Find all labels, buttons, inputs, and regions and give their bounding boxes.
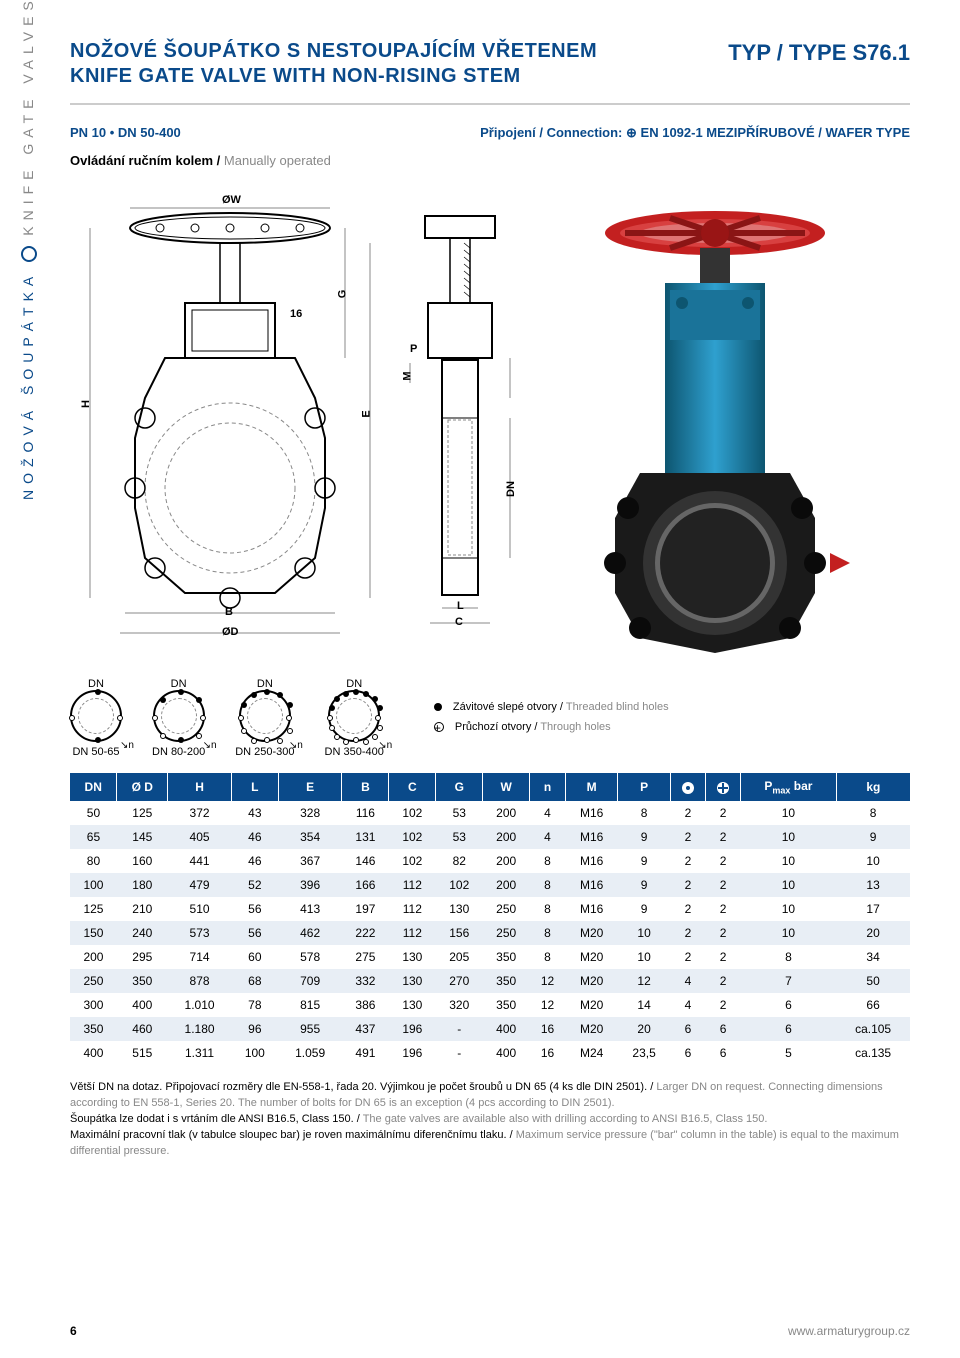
footer-url: www.armaturygroup.cz [788, 1324, 910, 1338]
dim-c: C [455, 616, 463, 628]
table-row: 6514540546354131102532004M16922109 [70, 825, 910, 849]
dim-g: G [336, 290, 348, 299]
swirl-icon [21, 246, 37, 262]
dim-m: M [402, 371, 414, 380]
flange-4: DN ↘n DN 350-400 [325, 678, 384, 758]
notes-block: Větší DN na dotaz. Připojovací rozměry d… [70, 1080, 910, 1160]
title-type: TYP / TYPE S76.1 [728, 40, 910, 66]
dim-16: 16 [290, 308, 302, 320]
col-pmax: Pmax bar [741, 773, 837, 801]
dim-b: B [225, 606, 233, 618]
footer: 6 www.armaturygroup.cz [70, 1324, 910, 1338]
table-header-row: DN Ø D H L E B C G W n M P Pmax bar kg [70, 773, 910, 801]
flange-3: DN ↘n DN 250-300 [235, 678, 294, 758]
dim-od: ØD [222, 626, 239, 638]
technical-drawing: ØW H G 16 E B ØD M P DN L C [70, 198, 550, 658]
dim-p: P [410, 343, 417, 355]
dimensions-table: DN Ø D H L E B C G W n M P Pmax bar kg 5… [70, 773, 910, 1065]
title-en: KNIFE GATE VALVE WITH NON-RISING STEM [70, 65, 597, 88]
sidebar-vertical-label: NOŽOVÁ ŠOUPÁTKA KNIFE GATE VALVES [20, 0, 37, 500]
title-cz: NOŽOVÉ ŠOUPÁTKO S NESTOUPAJÍCÍM VŘETENEM [70, 40, 597, 63]
product-photo [570, 198, 860, 658]
dim-ow: ØW [222, 194, 241, 206]
table-row: 2503508786870933213027035012M201242750 [70, 969, 910, 993]
table-row: 8016044146367146102822008M169221010 [70, 849, 910, 873]
filled-dot-icon [434, 703, 442, 711]
connection-value: EN 1092-1 MEZIPŘÍRUBOVÉ / WAFER TYPE [641, 125, 910, 140]
table-row: 5012537243328116102532004M16822108 [70, 801, 910, 825]
flange-1: DN ↘n DN 50-65 [70, 678, 122, 758]
table-row: 3504601.18096955437196-40016M2020666ca.1… [70, 1017, 910, 1041]
table-row: 150240573564622221121562508M2010221020 [70, 921, 910, 945]
diagram-area: ØW H G 16 E B ØD M P DN L C [70, 188, 910, 658]
table-row: 125210510564131971121302508M169221017 [70, 897, 910, 921]
legend-holes: Závitové slepé otvory / Threaded blind h… [434, 698, 669, 738]
title-row: NOŽOVÉ ŠOUPÁTKO S NESTOUPAJÍCÍM VŘETENEM… [70, 40, 910, 105]
dim-dn: DN [505, 481, 517, 497]
col-blind-icon [670, 773, 705, 801]
spec-row: PN 10 • DN 50-400 Připojení / Connection… [70, 125, 910, 141]
pn-dn-label: PN 10 • DN 50-400 [70, 125, 181, 141]
dim-h: H [80, 400, 92, 408]
table-row: 200295714605782751302053508M201022834 [70, 945, 910, 969]
dim-e: E [361, 410, 373, 417]
connection-label: Připojení / Connection: [480, 125, 622, 140]
col-through-icon [706, 773, 741, 801]
operated-row: Ovládání ručním kolem / Manually operate… [70, 153, 910, 168]
table-row: 4005151.3111001.059491196-40016M2423,566… [70, 1041, 910, 1065]
flange-row: DN ↘n DN 50-65 DN ↘n DN 80-200 DN [70, 678, 910, 758]
page-number: 6 [70, 1324, 77, 1338]
table-row: 3004001.0107881538613032035012M201442666 [70, 993, 910, 1017]
flange-2: DN ↘n DN 80-200 [152, 678, 205, 758]
connection-icon: ⊕ [626, 125, 637, 140]
ring-icon [434, 722, 444, 732]
table-row: 100180479523961661121022008M169221013 [70, 873, 910, 897]
dim-l: L [457, 600, 464, 612]
